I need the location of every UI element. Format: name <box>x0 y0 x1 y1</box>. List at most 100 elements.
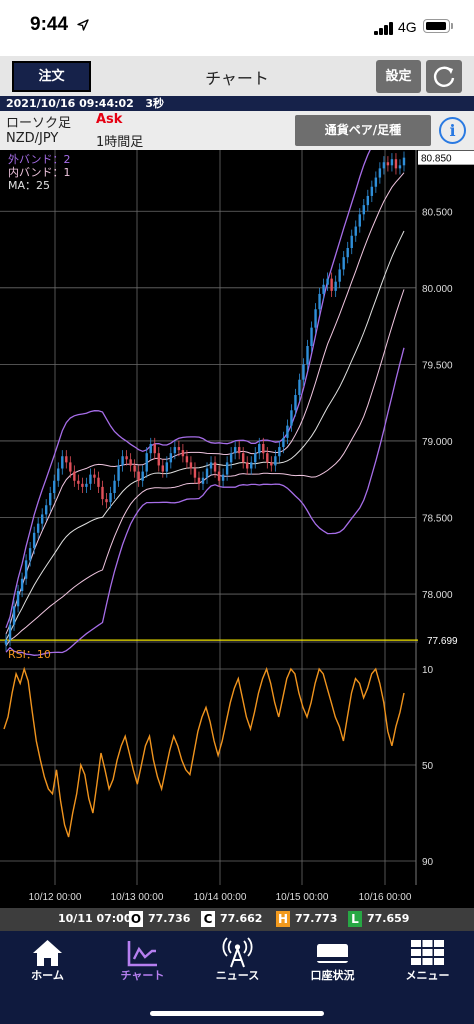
candle-type: ローソク足 <box>6 116 72 131</box>
candle-body <box>81 483 84 487</box>
pair-timeframe-button[interactable]: 通貨ペア/足種 <box>295 115 431 146</box>
candle-body <box>334 281 337 291</box>
rsi-pane <box>3 666 405 838</box>
tab-home-label: ホーム <box>31 969 64 982</box>
candle-body <box>129 459 132 466</box>
candle-body <box>141 471 144 481</box>
candle-body <box>109 493 112 503</box>
candle-body <box>133 465 136 472</box>
candle-body <box>4 640 8 645</box>
low-badge: L <box>348 911 362 927</box>
candle-body <box>24 560 28 579</box>
candle-body <box>326 278 329 285</box>
candle-body <box>153 444 156 454</box>
chart-svg[interactable]: 78.000 78.500 79.000 79.500 80.000 80.500 90 50… <box>0 150 474 908</box>
candle-body <box>282 437 285 448</box>
price-type: Ask <box>96 112 123 127</box>
candle-body <box>290 410 293 426</box>
candle-body <box>342 257 345 270</box>
page-title: チャート <box>205 69 269 88</box>
candle-body <box>137 471 140 481</box>
legend-ma: MA：25 <box>8 179 50 192</box>
order-button[interactable]: 注文 <box>12 61 91 92</box>
candle-body <box>93 474 96 478</box>
legend-outer-band: 外バンド：2 <box>8 153 71 166</box>
candle-body <box>8 624 12 640</box>
candle-body <box>121 456 124 466</box>
tab-news[interactable]: ニュース <box>190 931 285 991</box>
candle-body <box>20 578 24 591</box>
tab-chart[interactable]: チャート <box>95 931 190 991</box>
update-interval: 3秒 <box>145 97 164 110</box>
candle-body <box>266 453 269 463</box>
low-price-tag <box>418 633 474 648</box>
candle-body <box>157 453 160 466</box>
candle-body <box>229 453 233 463</box>
tab-home[interactable]: ホーム <box>0 931 95 991</box>
candle-body <box>173 447 177 454</box>
pair-panel: ローソク足 Ask NZD/JPY 1時間足 通貨ペア/足種 i <box>0 111 474 150</box>
candle-body <box>45 505 48 515</box>
close-value: 77.662 <box>220 912 263 925</box>
candle-body <box>358 214 361 227</box>
x-tick-label: 10/13 00:00 <box>111 892 164 903</box>
settings-button[interactable]: 設定 <box>376 60 421 93</box>
candle-body <box>350 235 353 248</box>
ohlc-bar: 10/11 07:00 O 77.736 C 77.662 H 77.773 L… <box>0 908 474 931</box>
candle-body <box>382 162 386 169</box>
candle-body <box>330 278 333 291</box>
tab-bar: ホーム チャート ニュース 口座状況 メニュー <box>0 931 474 1024</box>
rsi-label: RSI：10 <box>8 648 51 661</box>
x-tick-label: 10/15 00:00 <box>276 892 329 903</box>
candle-body <box>225 462 229 475</box>
candle-body <box>205 468 209 478</box>
tab-menu[interactable]: メニュー <box>380 931 474 991</box>
header-bar: 注文 チャート 設定 <box>0 56 474 96</box>
candle-body <box>209 462 213 469</box>
candle-body <box>390 159 394 166</box>
ohlc-date: 10/11 07:00 <box>58 912 132 925</box>
candle-body <box>36 523 40 533</box>
info-strip: 2021/10/16 09:44:02 3秒 <box>0 96 474 111</box>
candle-body <box>298 379 301 395</box>
chart-area[interactable]: 78.000 78.500 79.000 79.500 80.000 80.500 90 50… <box>0 150 474 908</box>
candle-body <box>185 456 189 463</box>
rsi-tick-label: 10 <box>422 665 434 676</box>
inner-band-upper <box>5 172 405 635</box>
rsi-tick-label: 90 <box>422 857 434 868</box>
candle-body <box>73 471 76 481</box>
candle-body <box>193 468 197 478</box>
candle-body <box>165 462 169 472</box>
info-icon[interactable]: i <box>439 117 466 144</box>
candle-body <box>125 456 128 460</box>
candle-body <box>262 444 265 454</box>
candle-body <box>250 462 253 469</box>
candle-body <box>32 532 36 549</box>
currency-pair: NZD/JPY <box>6 131 59 146</box>
candle-body <box>398 165 402 169</box>
menu-grid-icon <box>411 940 444 965</box>
tab-chart-label: チャート <box>120 969 165 982</box>
open-badge: O <box>129 911 143 927</box>
candle-body <box>294 395 297 411</box>
current-price-label: 80.850 <box>421 154 452 165</box>
candle-body <box>61 456 64 469</box>
candle-body <box>117 465 120 481</box>
status-time: 9:44 <box>30 14 69 35</box>
candle-body <box>254 453 257 463</box>
candle-body <box>370 186 374 196</box>
moving-average-line <box>5 230 405 641</box>
candlesticks <box>4 151 406 651</box>
price-tick-label: 80.000 <box>422 284 453 295</box>
candle-body <box>274 456 277 466</box>
candle-body <box>314 309 317 328</box>
tab-account[interactable]: 口座状況 <box>285 931 380 991</box>
price-tick-label: 79.000 <box>422 437 453 448</box>
candle-body <box>346 248 349 258</box>
rsi-line <box>3 666 405 838</box>
candle-body <box>49 493 52 506</box>
location-arrow-icon <box>77 19 89 31</box>
candle-body <box>40 514 44 524</box>
refresh-button[interactable] <box>426 60 462 93</box>
candle-body <box>12 606 16 625</box>
